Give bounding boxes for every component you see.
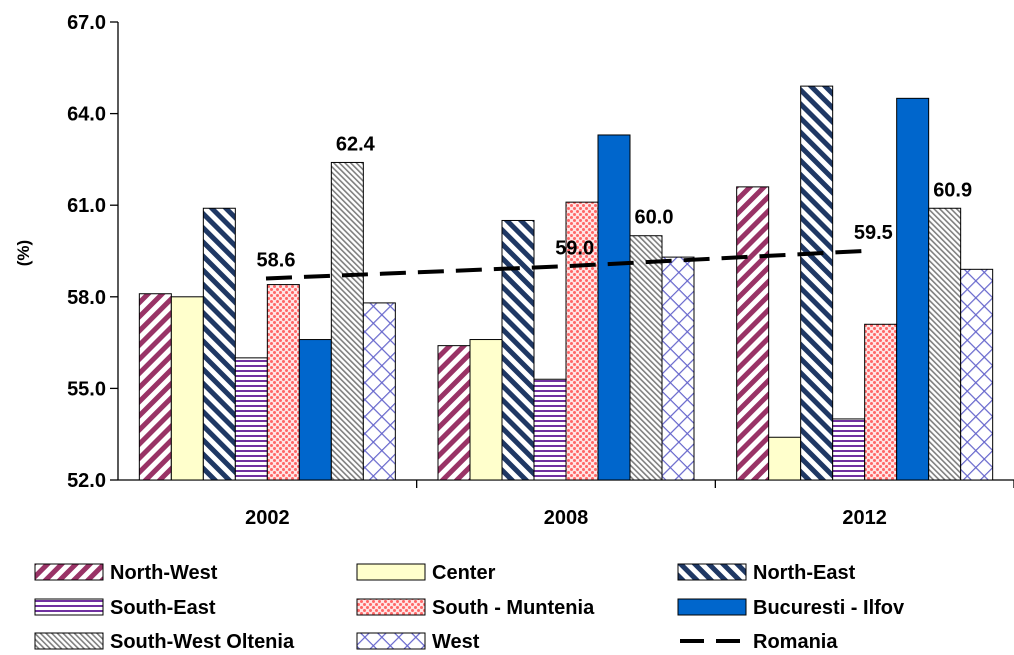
bar-south-east-2008 xyxy=(533,378,567,481)
bar-south-west-oltenia-2002 xyxy=(330,161,364,481)
bar-north-west-2008 xyxy=(437,345,471,481)
bar-south-west-oltenia-2012 xyxy=(928,207,962,481)
legend-item-north-west: North-West xyxy=(34,562,218,584)
legend-swatch xyxy=(356,598,426,616)
legend-label: South - Muntenia xyxy=(432,597,595,619)
data-label: 62.4 xyxy=(336,133,376,155)
legend-swatch xyxy=(34,563,104,581)
legend-label: South-East xyxy=(110,597,216,619)
legend-item-center: Center xyxy=(356,562,496,584)
data-labels-layer: 58.6 59.0 59.5 62.4 60.0 60.9 xyxy=(257,133,973,271)
bar-north-west-2012 xyxy=(736,186,770,481)
legend-swatch xyxy=(34,598,104,616)
legend-label: Romania xyxy=(753,631,838,653)
legend-swatch xyxy=(34,632,104,650)
legend-swatch xyxy=(356,563,426,581)
bar-center-2002 xyxy=(170,296,204,481)
legend-item-north-east: North-East xyxy=(677,562,856,584)
legend: North-West Center North-East South-East Sout… xyxy=(34,562,905,653)
bar-bucuresti-ilfov-2002 xyxy=(298,339,332,481)
y-tick-label: 52.0 xyxy=(67,470,106,492)
legend-swatch xyxy=(677,598,747,616)
legend-item-south-muntenia: South - Muntenia xyxy=(356,597,595,619)
x-tick-label: 2002 xyxy=(245,507,290,529)
legend-label: West xyxy=(432,631,480,653)
romania-line xyxy=(265,249,864,281)
legend-label: Bucuresti - Ilfov xyxy=(753,597,905,619)
bar-south-muntenia-2002 xyxy=(266,284,300,481)
legend-label: Center xyxy=(432,562,496,584)
data-label: 58.6 xyxy=(257,249,296,271)
legend-item-south-east: South-East xyxy=(34,597,216,619)
legend-item-bucuresti-ilfov: Bucuresti - Ilfov xyxy=(677,597,905,619)
legend-label: North-West xyxy=(110,562,218,584)
bar-south-east-2002 xyxy=(234,357,268,481)
bar-south-muntenia-2012 xyxy=(864,323,898,481)
bar-west-2012 xyxy=(960,268,994,481)
x-tick-label: 2008 xyxy=(544,507,589,529)
data-label: 60.9 xyxy=(933,179,972,201)
bar-north-east-2012 xyxy=(800,85,834,481)
y-tick-label: 67.0 xyxy=(67,12,106,34)
data-label: 60.0 xyxy=(635,207,674,229)
bar-south-east-2012 xyxy=(832,418,866,481)
legend-label: South-West Oltenia xyxy=(110,631,295,653)
legend-swatch xyxy=(677,563,747,581)
y-tick-label: 64.0 xyxy=(67,104,106,126)
bar-south-muntenia-2008 xyxy=(565,201,599,481)
bar-bucuresti-ilfov-2012 xyxy=(896,97,930,481)
legend-item-south-west-oltenia: South-West Oltenia xyxy=(34,631,295,653)
bar-north-west-2002 xyxy=(138,293,172,481)
data-label: 59.0 xyxy=(555,237,594,259)
legend-item-west: West xyxy=(356,631,480,653)
bar-west-2002 xyxy=(362,302,396,481)
data-label: 59.5 xyxy=(854,222,893,244)
y-tick-label: 55.0 xyxy=(67,378,106,400)
y-tick-label: 58.0 xyxy=(67,287,106,309)
legend-swatch xyxy=(356,632,426,650)
bar-center-2008 xyxy=(469,339,503,481)
x-tick-label: 2012 xyxy=(842,507,887,529)
bar-west-2008 xyxy=(661,256,695,481)
bar-center-2012 xyxy=(768,436,802,481)
bar-north-east-2008 xyxy=(501,219,535,481)
bar-south-west-oltenia-2008 xyxy=(629,235,663,481)
bar-bucuresti-ilfov-2008 xyxy=(597,134,631,481)
romania-line-layer xyxy=(265,249,864,281)
y-axis-label: (%) xyxy=(14,240,33,266)
legend-item-romania: Romania xyxy=(680,631,838,653)
y-tick-label: 61.0 xyxy=(67,195,106,217)
bar-north-east-2002 xyxy=(202,207,236,481)
bars-layer xyxy=(138,85,994,481)
legend-label: North-East xyxy=(753,562,856,584)
